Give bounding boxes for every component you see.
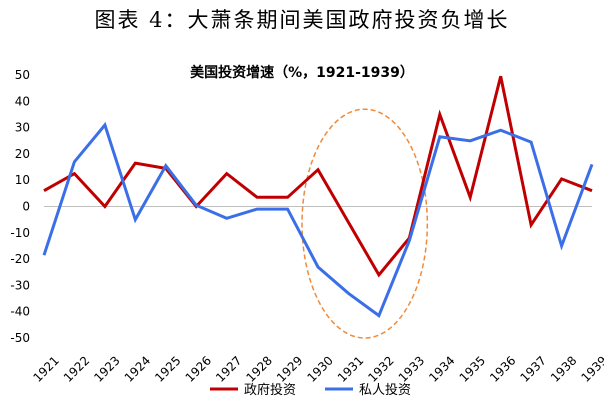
x-tick-label: 1929 — [274, 353, 305, 384]
x-tick-label: 1933 — [396, 353, 427, 384]
y-tick-label: 30 — [15, 121, 30, 135]
chart-series — [42, 75, 594, 318]
x-tick-label: 1935 — [457, 353, 488, 384]
y-tick-label: 0 — [22, 200, 30, 214]
figure-title: 图表 4：大萧条期间美国政府投资负增长 — [94, 8, 510, 32]
chart-legend: 政府投资 私人投资 — [210, 382, 411, 398]
y-tick-label: -10 — [10, 226, 30, 240]
x-tick-label: 1932 — [365, 353, 396, 384]
chart-title: 美国投资增速（%，1921-1939） — [190, 64, 414, 81]
y-tick-label: 40 — [15, 94, 30, 108]
series-line-0 — [43, 75, 593, 278]
series-line-1 — [42, 121, 594, 318]
y-tick-label: -40 — [10, 305, 30, 319]
y-tick-label: 50 — [15, 68, 30, 82]
y-tick-label: -50 — [10, 331, 30, 345]
y-tick-label: -30 — [10, 278, 30, 292]
x-tick-label: 1928 — [244, 353, 275, 384]
x-tick-label: 1922 — [61, 353, 92, 384]
chart-axes: -50-40-30-20-100102030405019211922192319… — [10, 68, 604, 385]
x-tick-label: 1931 — [335, 353, 366, 384]
chart-highlight — [301, 108, 429, 339]
x-tick-label: 1926 — [183, 353, 214, 384]
legend-label: 政府投资 — [244, 382, 296, 398]
x-tick-label: 1923 — [91, 353, 122, 384]
x-tick-label: 1938 — [548, 353, 579, 384]
x-tick-label: 1921 — [30, 353, 61, 384]
x-tick-label: 1937 — [518, 353, 549, 384]
x-tick-label: 1927 — [213, 353, 244, 384]
x-tick-label: 1934 — [426, 353, 457, 384]
x-tick-label: 1936 — [487, 353, 518, 384]
x-tick-label: 1925 — [152, 353, 183, 384]
y-tick-label: 20 — [15, 147, 30, 161]
y-tick-label: -20 — [10, 252, 30, 266]
x-tick-label: 1924 — [122, 353, 153, 384]
legend-label: 私人投资 — [359, 382, 411, 398]
y-tick-label: 10 — [15, 173, 30, 187]
x-tick-label: 1939 — [578, 353, 604, 384]
x-tick-label: 1930 — [304, 353, 335, 384]
highlight-ellipse — [301, 108, 429, 339]
